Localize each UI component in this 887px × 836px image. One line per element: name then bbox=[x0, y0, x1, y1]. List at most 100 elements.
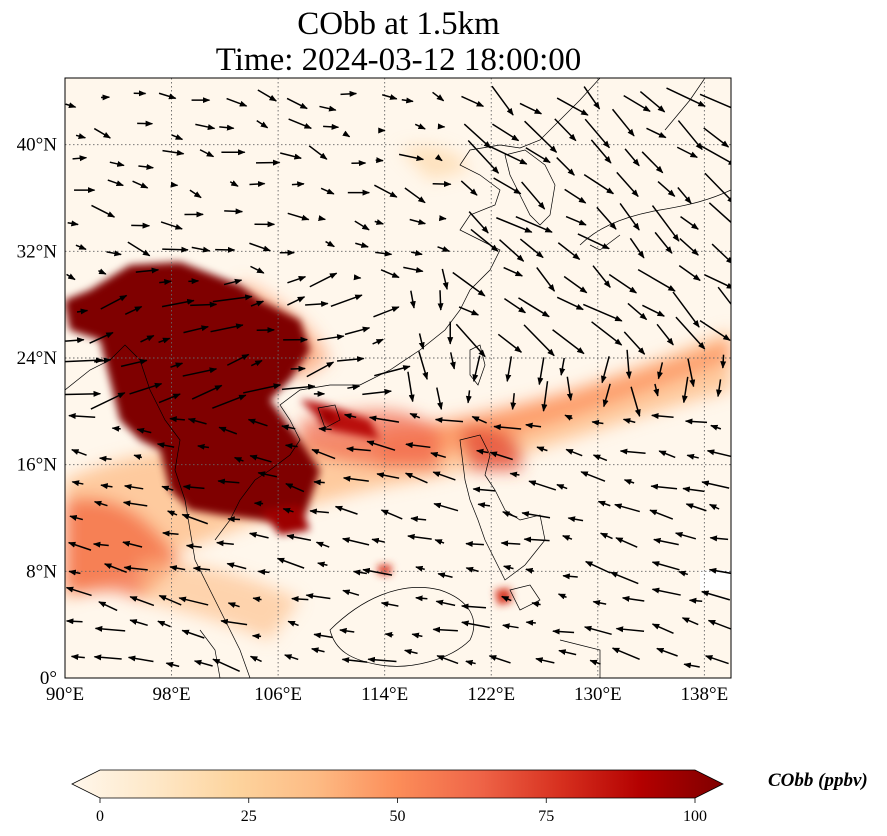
wind-arrow bbox=[681, 617, 699, 626]
wind-arrow bbox=[688, 597, 703, 604]
wind-arrow bbox=[212, 394, 247, 409]
wind-arrow bbox=[521, 511, 551, 519]
chart-title-line1: CObb at 1.5km bbox=[297, 6, 500, 42]
wind-arrow bbox=[366, 440, 396, 451]
wind-arrow bbox=[563, 275, 588, 294]
wind-arrow bbox=[615, 626, 645, 633]
wind-arrow bbox=[452, 271, 486, 297]
wind-arrow bbox=[127, 241, 151, 257]
wind-arrow bbox=[98, 268, 107, 275]
wind-arrow bbox=[375, 250, 393, 257]
wind-arrow bbox=[212, 294, 253, 303]
wind-arrow bbox=[458, 306, 480, 316]
wind-arrow bbox=[704, 274, 731, 289]
wind-arrow bbox=[334, 505, 358, 515]
wind-arrow bbox=[281, 424, 296, 431]
wind-arrow bbox=[257, 89, 277, 102]
wind-arrow bbox=[373, 306, 400, 318]
wind-arrow bbox=[309, 508, 329, 515]
colorbar: 0 25 50 75 100 bbox=[71, 769, 724, 825]
wind-arrow bbox=[585, 560, 611, 574]
wind-arrow bbox=[313, 479, 325, 486]
lat-tick-label: 24°N bbox=[17, 348, 58, 369]
wind-arrow bbox=[195, 123, 216, 130]
wind-arrow bbox=[437, 246, 451, 252]
wind-arrow bbox=[284, 443, 298, 449]
wind-arrow bbox=[339, 627, 355, 634]
wind-arrow bbox=[158, 92, 177, 100]
wind-arrow bbox=[509, 471, 520, 478]
wind-arrow bbox=[616, 171, 639, 198]
wind-arrow bbox=[70, 654, 85, 661]
wind-arrow bbox=[123, 483, 144, 490]
wind-arrow bbox=[677, 187, 692, 205]
wind-arrow bbox=[75, 133, 87, 139]
wind-arrow bbox=[124, 305, 143, 316]
wind-arrow bbox=[552, 329, 585, 355]
wind-arrow bbox=[637, 268, 676, 292]
lat-axis: 0° 8°N 16°N 24°N 32°N 40°N bbox=[17, 135, 58, 689]
wind-arrow bbox=[170, 181, 179, 188]
wind-arrow bbox=[679, 238, 699, 256]
wind-arrow bbox=[169, 565, 186, 572]
wind-arrow bbox=[233, 456, 244, 463]
wind-arrow bbox=[518, 297, 550, 318]
lat-tick-label: 8°N bbox=[26, 561, 57, 582]
wind-arrow bbox=[305, 593, 331, 600]
wind-arrow bbox=[161, 485, 174, 492]
wind-arrow bbox=[136, 427, 152, 434]
wind-arrow bbox=[697, 143, 731, 166]
wind-arrow bbox=[614, 503, 640, 513]
wind-arrow bbox=[461, 620, 490, 629]
wind-arrow bbox=[519, 102, 543, 115]
wind-arrow bbox=[556, 483, 568, 490]
wind-arrow bbox=[597, 500, 611, 507]
wind-arrow bbox=[577, 233, 610, 250]
wind-arrow bbox=[367, 656, 397, 663]
wind-arrow bbox=[615, 537, 638, 548]
wind-arrow bbox=[371, 537, 385, 544]
map-frame bbox=[64, 77, 732, 679]
wind-arrow bbox=[624, 148, 640, 167]
wind-arrow bbox=[346, 446, 371, 453]
wind-arrow bbox=[717, 286, 731, 306]
wind-arrow bbox=[630, 386, 641, 417]
wind-arrow bbox=[566, 376, 573, 402]
wind-arrow bbox=[619, 448, 646, 455]
wind-arrow bbox=[178, 596, 209, 606]
wind-arrow bbox=[353, 274, 362, 281]
wind-arrow bbox=[583, 86, 601, 110]
wind-arrow bbox=[716, 379, 722, 398]
wind-arrow bbox=[380, 509, 403, 520]
wind-arrow bbox=[76, 308, 89, 315]
wind-arrow bbox=[678, 264, 701, 282]
wind-arrow bbox=[167, 510, 178, 517]
wind-arrow bbox=[67, 220, 79, 227]
wind-arrow bbox=[629, 237, 645, 259]
wind-arrow bbox=[109, 161, 125, 167]
chart-title-line2: Time: 2024-03-12 18:00:00 bbox=[215, 42, 582, 78]
colorbar-tick-label: 50 bbox=[390, 808, 406, 825]
wind-arrow bbox=[376, 472, 400, 479]
wind-arrow bbox=[94, 625, 126, 632]
lon-axis: 90°E 98°E 106°E 114°E 122°E 130°E 138°E bbox=[46, 684, 728, 705]
wind-arrow bbox=[227, 516, 241, 523]
wind-arrow bbox=[355, 242, 369, 248]
wind-arrow bbox=[708, 567, 731, 575]
wind-arrow bbox=[91, 204, 116, 218]
wind-arrow bbox=[68, 569, 81, 576]
wind-arrow bbox=[65, 390, 102, 397]
wind-arrow bbox=[471, 415, 487, 424]
wind-arrow bbox=[291, 596, 309, 602]
wind-arrow bbox=[197, 443, 210, 450]
wind-arrow bbox=[404, 472, 428, 484]
wind-arrow bbox=[477, 502, 491, 509]
wind-arrow bbox=[122, 540, 143, 548]
lon-tick-label: 122°E bbox=[467, 684, 515, 705]
wind-arrow bbox=[187, 417, 207, 425]
wind-arrow bbox=[525, 147, 551, 164]
wind-arrow bbox=[309, 272, 338, 288]
wind-arrow bbox=[342, 537, 370, 546]
wind-arrow bbox=[564, 414, 573, 421]
